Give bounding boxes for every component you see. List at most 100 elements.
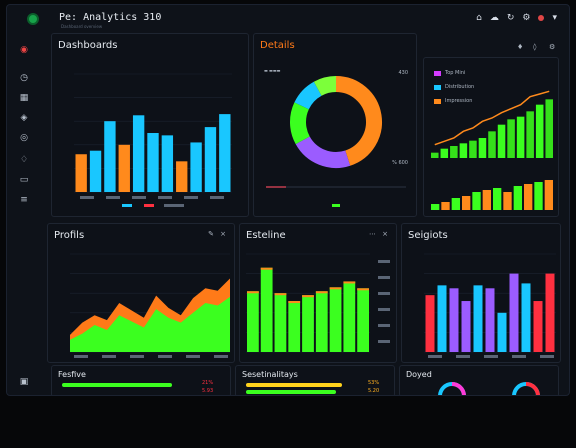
details-donut-chart — [266, 76, 406, 207]
bar — [329, 287, 342, 352]
tick-label — [80, 196, 94, 199]
cloud-icon[interactable]: ☁ — [489, 13, 499, 23]
tick-label — [74, 355, 88, 358]
app-logo[interactable] — [27, 13, 39, 25]
app-title: Pe: Analytics 310 — [59, 12, 162, 23]
tick-label — [186, 355, 200, 358]
edit-icon[interactable]: ✎ — [208, 230, 214, 238]
settings-icon[interactable]: ⚙ — [522, 13, 531, 23]
legend-label: Top Mini — [445, 70, 466, 76]
donut-label-left: ▬ ▬▬▬ — [264, 68, 281, 73]
card-value: 5.20 — [368, 388, 380, 394]
bar — [431, 152, 439, 158]
bar-cap — [302, 295, 314, 298]
bar — [431, 204, 440, 210]
donut-slice — [335, 76, 382, 166]
tag-icon[interactable]: ◈ — [20, 113, 28, 123]
drop-icon[interactable]: ♦ — [517, 43, 524, 51]
bar — [478, 138, 487, 158]
grid-icon[interactable]: ▦ — [19, 93, 29, 103]
tick-label — [214, 355, 228, 358]
tick-label — [132, 196, 146, 199]
bar — [509, 273, 519, 352]
panel-title: Seigiots — [408, 230, 448, 241]
dashboards-panel: Dashboards — [51, 33, 249, 217]
fesfive-card: Fesfive 21% 5.93 — [51, 365, 231, 395]
bell-icon[interactable]: ♢ — [19, 155, 29, 165]
bar — [513, 186, 522, 210]
bar — [315, 291, 328, 352]
bar — [459, 143, 468, 158]
segments-bar-chart — [424, 253, 556, 358]
bar — [526, 111, 534, 158]
bar-cap — [315, 291, 328, 294]
close-icon[interactable]: × — [382, 230, 388, 238]
bar — [485, 288, 495, 352]
profils-area-chart — [70, 253, 230, 358]
list-icon[interactable]: ≡ — [20, 195, 28, 205]
refresh-icon[interactable]: ↻ — [506, 13, 515, 23]
bar — [132, 115, 145, 192]
legend-label — [164, 204, 184, 207]
trend-line — [434, 90, 550, 146]
bar — [534, 182, 543, 210]
segments-panel: Seigiots — [401, 223, 561, 363]
bar — [473, 285, 483, 352]
bar — [469, 140, 477, 158]
legend-swatch — [332, 204, 340, 207]
legend-swatch — [434, 70, 441, 76]
bar-cap — [274, 293, 287, 296]
globe-icon[interactable]: ◎ — [20, 133, 28, 143]
bar — [437, 285, 447, 352]
tick-label — [130, 355, 144, 358]
dashboard-icon[interactable]: ◉ — [20, 45, 28, 55]
close-icon[interactable]: × — [220, 230, 226, 238]
bar — [482, 190, 491, 210]
bar-cap — [343, 281, 356, 284]
tick-label — [378, 308, 390, 311]
bar — [190, 142, 202, 192]
progress-fill — [246, 383, 342, 387]
gear-icon[interactable]: ⚙ — [549, 43, 556, 51]
bar — [524, 184, 533, 210]
bar — [462, 196, 471, 210]
dashboard-window: Pe: Analytics 310 Dashboard overview ⌂ ☁… — [6, 4, 570, 396]
tick-label — [106, 196, 120, 199]
chevron-down-icon[interactable]: ▾ — [552, 13, 557, 23]
card-title: Fesfive — [58, 370, 86, 379]
bar — [449, 288, 459, 352]
share-icon[interactable]: ◊ — [533, 43, 537, 51]
distribution-chart — [431, 90, 553, 210]
bar — [118, 144, 130, 192]
tick-label — [378, 260, 390, 263]
card-title: Doyed — [406, 370, 432, 379]
bar — [521, 283, 531, 352]
panel-title: Dashboards — [58, 40, 118, 51]
top-bar: Pe: Analytics 310 Dashboard overview ⌂ ☁… — [7, 5, 569, 33]
bar — [440, 148, 449, 158]
tick-label — [540, 355, 554, 358]
bar — [176, 161, 188, 192]
bar — [425, 295, 435, 352]
progress-fill — [246, 390, 336, 394]
panel-title: Esteline — [246, 230, 286, 241]
bar-cap — [357, 288, 369, 291]
bar-cap — [329, 287, 342, 290]
ring-gauge-accent — [451, 382, 466, 395]
app-subtitle: Dashboard overview — [61, 24, 103, 29]
bar — [247, 291, 259, 352]
settings-icon[interactable]: ▣ — [19, 377, 29, 387]
legend-item: Impression — [434, 98, 472, 104]
dashboards-bar-chart — [74, 73, 232, 207]
bar — [516, 116, 525, 158]
details-panel: Details ▬ ▬▬▬ 430 % 600 — [253, 33, 417, 217]
more-icon[interactable]: ⋯ — [369, 230, 376, 238]
user-avatar[interactable] — [538, 15, 545, 21]
home-icon[interactable]: ⌂ — [476, 13, 482, 23]
folder-icon[interactable]: ▭ — [19, 175, 29, 185]
tick-label — [158, 355, 172, 358]
clock-icon[interactable]: ◷ — [20, 73, 28, 83]
esteline-panel: Esteline ⋯ × — [239, 223, 397, 363]
bar-cap — [288, 301, 301, 304]
bar — [441, 202, 450, 210]
